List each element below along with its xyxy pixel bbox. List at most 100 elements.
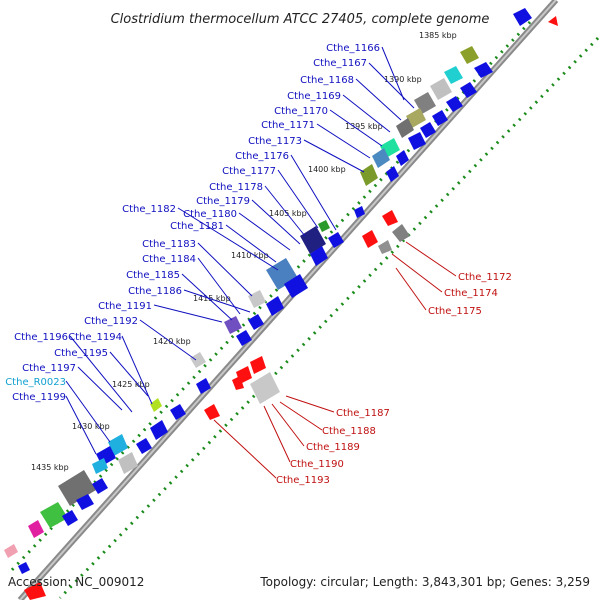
gene-arrow[interactable] [446,96,463,112]
gene-label[interactable]: Cthe_1174 [444,288,498,299]
gene-arrow[interactable] [354,206,365,218]
gene-arrow[interactable] [250,356,266,374]
gene-arrow[interactable] [460,82,477,98]
accession-text: Accession: NC_009012 [8,575,144,589]
gene-block[interactable] [318,220,330,232]
kbp-tick: 1400 kbp [308,165,346,174]
gene-label[interactable]: Cthe_1177 [222,166,276,177]
gene-arrow[interactable] [62,510,78,526]
gene-label[interactable]: Cthe_1185 [126,270,180,281]
gene-block[interactable] [378,240,392,254]
genome-title: Clostridium thermocellum ATCC 27405, com… [111,12,490,27]
gene-block[interactable] [460,46,479,64]
kbp-tick: 1430 kbp [72,422,110,431]
gene-arrow[interactable] [432,110,448,126]
gene-block[interactable] [396,118,414,138]
gene-block[interactable] [372,148,390,168]
gene-arrow[interactable] [513,8,532,26]
gene-label[interactable]: Cthe_1197 [22,363,76,374]
gene-label[interactable]: Cthe_1184 [142,254,196,265]
gene-block[interactable] [250,372,280,404]
gene-label[interactable]: Cthe_1173 [248,136,302,147]
gene-label[interactable]: Cthe_1193 [276,475,330,486]
gene-block[interactable] [150,398,162,412]
gene-label[interactable]: Cthe_1170 [274,106,328,117]
kbp-tick: 1410 kbp [231,251,269,260]
gene-block[interactable] [300,226,326,254]
gene-label[interactable]: Cthe_1183 [142,239,196,250]
forward-strand-features [4,8,532,574]
gene-arrow[interactable] [328,232,344,248]
kbp-ticks: 1385 kbp 1390 kbp 1395 kbp 1400 kbp 1405… [31,31,457,472]
gene-arrow[interactable] [18,562,30,574]
gene-label[interactable]: Cthe_1182 [122,204,176,215]
gene-block[interactable] [28,520,44,538]
gene-arrow[interactable] [386,166,399,182]
gene-label[interactable]: Cthe_1189 [306,442,360,453]
gene-arrow[interactable] [420,122,436,138]
gene-arrow[interactable] [310,246,328,266]
gene-label[interactable]: Cthe_1194 [68,332,122,343]
gene-arrow[interactable] [284,274,308,298]
gene-label[interactable]: Cthe_1181 [170,221,224,232]
gene-label[interactable]: Cthe_1176 [235,151,289,162]
gene-arrow[interactable] [382,210,398,226]
gene-block[interactable] [40,502,68,528]
gene-label[interactable]: Cthe_1191 [98,301,152,312]
kbp-tick: 1385 kbp [419,31,457,40]
gene-arrow[interactable] [408,132,426,150]
gene-label[interactable]: Cthe_R0023 [5,377,66,388]
gene-arrow[interactable] [548,16,558,26]
gene-arrow[interactable] [232,376,244,390]
gene-block[interactable] [406,108,426,128]
gene-arrow[interactable] [474,62,493,78]
gene-label[interactable]: Cthe_1172 [458,272,512,283]
gene-block[interactable] [392,224,410,242]
reverse-label-leaders [213,241,457,479]
gene-arrow[interactable] [396,150,409,166]
gene-block[interactable] [108,434,128,456]
forward-labels: Cthe_1166 Cthe_1167 Cthe_1168 Cthe_1169 … [5,43,380,403]
gene-block[interactable] [190,352,206,368]
gene-block[interactable] [248,290,266,308]
gene-arrow[interactable] [170,404,186,420]
gene-label[interactable]: Cthe_1166 [326,43,380,54]
gene-block[interactable] [118,452,138,474]
gene-arrow[interactable] [266,296,284,316]
gene-label[interactable]: Cthe_1180 [183,209,237,220]
gene-arrow[interactable] [196,378,211,394]
gene-label[interactable]: Cthe_1167 [313,58,367,69]
gene-label[interactable]: Cthe_1187 [336,408,390,419]
gene-arrow[interactable] [24,582,46,600]
gene-label[interactable]: Cthe_1175 [428,306,482,317]
gene-label[interactable]: Cthe_1179 [196,196,250,207]
gene-label[interactable]: Cthe_1171 [261,120,315,131]
gene-arrow[interactable] [92,478,108,494]
gene-arrow[interactable] [362,230,378,248]
gene-label[interactable]: Cthe_1169 [287,91,341,102]
gene-label[interactable]: Cthe_1178 [209,182,263,193]
gene-arrow[interactable] [204,404,220,420]
gene-arrow[interactable] [76,494,94,510]
gene-block[interactable] [58,470,96,506]
gene-arrow[interactable] [136,438,152,454]
gene-arrow[interactable] [236,330,252,346]
gene-label[interactable]: Cthe_1186 [128,286,182,297]
kbp-tick: 1425 kbp [112,380,150,389]
gene-label[interactable]: Cthe_1196 [14,332,68,343]
gene-label[interactable]: Cthe_1168 [300,75,354,86]
gene-block[interactable] [4,544,18,558]
gene-label[interactable]: Cthe_1199 [12,392,66,403]
gene-label[interactable]: Cthe_1192 [84,316,138,327]
gene-block[interactable] [444,66,463,84]
gene-block[interactable] [360,164,378,186]
gene-label[interactable]: Cthe_1190 [290,459,344,470]
gene-arrow[interactable] [248,314,264,330]
gene-label[interactable]: Cthe_1195 [54,348,108,359]
gene-block[interactable] [430,78,452,100]
gene-block[interactable] [92,458,108,474]
gene-arrow[interactable] [150,420,168,440]
gene-block[interactable] [224,316,242,334]
gene-label[interactable]: Cthe_1188 [322,426,376,437]
